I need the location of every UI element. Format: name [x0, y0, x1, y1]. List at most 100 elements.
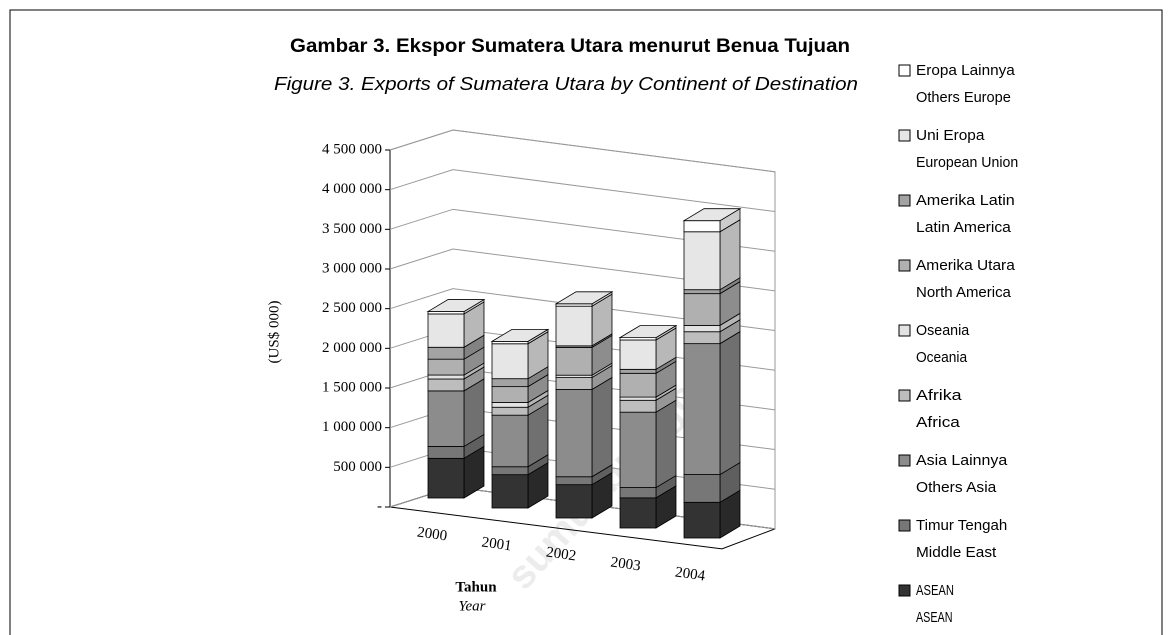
bar-segment — [427, 446, 465, 459]
legend-label-en: Latin America — [916, 219, 1012, 236]
bar-segment — [619, 339, 657, 370]
legend-label: Afrika — [916, 387, 962, 404]
x-tick-label: 2003 — [610, 554, 642, 574]
bar-segment — [683, 501, 721, 539]
bar-segment — [555, 484, 593, 519]
x-axis-label-en: Year — [459, 598, 486, 614]
bar-segment — [619, 399, 657, 413]
legend-swatch — [898, 454, 911, 467]
legend-label: Oseania — [916, 322, 970, 339]
bar-side — [591, 376, 613, 478]
bar-segment — [683, 293, 721, 326]
bar-segment — [555, 377, 593, 390]
bar-segment — [683, 474, 721, 503]
bar-segment — [555, 476, 593, 486]
bar-top — [554, 291, 614, 305]
bar-top — [426, 299, 486, 312]
bar-segment — [555, 389, 593, 478]
legend-label: Amerika Latin — [916, 192, 1015, 209]
y-tick-label: 1 500 000 — [322, 379, 382, 395]
y-tick-label: 500 000 — [333, 459, 382, 475]
x-tick-label: 2004 — [674, 564, 706, 584]
bar-segment — [491, 402, 529, 408]
y-tick-label: 2 000 000 — [322, 340, 382, 356]
bar-segment — [619, 411, 657, 488]
x-tick-label: 2001 — [481, 534, 513, 554]
legend-label-en: Others Asia — [916, 479, 997, 496]
y-tick-label: 2 500 000 — [322, 300, 382, 316]
y-tick-label: 3 500 000 — [322, 221, 382, 237]
legend-label-en: Africa — [916, 414, 961, 431]
bar-top — [490, 328, 550, 342]
bar-segment — [683, 324, 721, 333]
bar-segment — [619, 396, 657, 401]
legend-swatch — [898, 584, 911, 597]
bar-segment — [427, 374, 465, 380]
grid-line — [389, 169, 776, 213]
legend-label-en: ASEAN — [916, 609, 953, 626]
bar-segment — [427, 390, 465, 447]
bar-segment — [683, 343, 721, 475]
legend-label-en: Others Europe — [916, 89, 1011, 106]
bar-side — [655, 399, 677, 489]
bar-segment — [555, 347, 593, 376]
bar-segment — [491, 378, 529, 388]
legend-swatch — [898, 519, 911, 532]
bar-side — [719, 330, 741, 476]
y-tick-label: 3 000 000 — [322, 260, 382, 276]
bar-segment — [619, 497, 657, 529]
bar-segment — [491, 414, 529, 468]
bar-segment — [619, 368, 657, 374]
legend-label: Timur Tengah — [916, 517, 1007, 534]
bar-segment — [427, 358, 465, 376]
legend-swatch — [898, 259, 911, 272]
legend-swatch — [898, 194, 911, 207]
chart-title: Gambar 3. Ekspor Sumatera Utara menurut … — [290, 36, 850, 57]
bar-segment — [683, 331, 721, 345]
legend-label: Asia Lainnya — [916, 452, 1008, 469]
bar-segment — [683, 289, 721, 295]
bar-segment — [427, 346, 465, 360]
bar-segment — [491, 474, 529, 509]
legend-label: ASEAN — [916, 582, 954, 599]
bar-segment — [683, 231, 721, 291]
legend-label: Eropa Lainnya — [916, 62, 1015, 79]
legend-label-en: Oceania — [916, 349, 968, 366]
bar-segment — [491, 466, 529, 476]
grid-line — [389, 288, 776, 332]
bar-top — [682, 208, 742, 222]
frame — [9, 9, 1163, 635]
legend-label-en: North America — [916, 284, 1012, 301]
x-tick-label: 2002 — [545, 544, 577, 564]
bar-segment — [427, 457, 465, 499]
legend-swatch — [898, 64, 911, 77]
legend-label: Uni Eropa — [916, 127, 985, 144]
bar-segment — [555, 305, 593, 347]
legend-label: Amerika Utara — [916, 257, 1015, 274]
y-tick-label: 4 500 000 — [322, 141, 382, 157]
grid-line — [389, 129, 776, 173]
legend-label-en: Middle East — [916, 544, 997, 561]
x-axis-label: Tahun — [455, 579, 497, 595]
bar-top — [618, 325, 678, 339]
bar-segment — [683, 220, 721, 233]
legend-swatch — [898, 389, 911, 402]
bar-segment — [427, 313, 465, 348]
y-tick-label: 1 000 000 — [322, 419, 382, 435]
bar-segment — [491, 386, 529, 403]
bar-segment — [619, 487, 657, 499]
bar-segment — [491, 343, 529, 380]
x-tick-label: 2000 — [416, 524, 448, 544]
legend-swatch — [898, 324, 911, 337]
legend-label-en: European Union — [916, 154, 1018, 171]
y-axis-label: (US$ 000) — [266, 301, 282, 364]
bar-segment — [427, 378, 465, 392]
grid-line — [389, 248, 776, 292]
chart-subtitle: Figure 3. Exports of Sumatera Utara by C… — [274, 74, 858, 94]
y-tick-label: - — [377, 498, 382, 514]
bar-segment — [619, 372, 657, 398]
bar-segment — [491, 406, 529, 416]
legend-swatch — [898, 129, 911, 142]
grid-line — [389, 208, 776, 252]
